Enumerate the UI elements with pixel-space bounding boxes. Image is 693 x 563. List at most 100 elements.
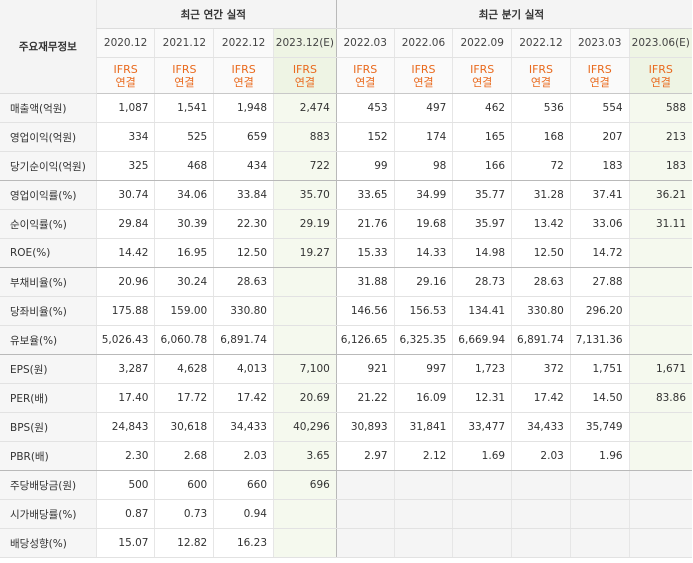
value-cell: 1,087 (95, 93, 155, 123)
value-cell: 146.56 (335, 296, 395, 326)
row-label: 당기순이익(억원) (0, 151, 97, 181)
basis-standard: IFRS (470, 62, 495, 76)
value-cell: 12.50 (511, 238, 571, 268)
value-cell: 28.73 (452, 267, 512, 297)
value-cell (393, 499, 453, 529)
row-label: 주당배당금(원) (0, 470, 97, 500)
table-row: 순이익률(%) 29.84 30.39 22.30 29.19 21.76 19.68 35.… (0, 209, 692, 239)
value-cell: 14.33 (393, 238, 453, 268)
value-cell: 27.88 (569, 267, 630, 297)
table-row: 당좌비율(%) 175.88 159.00 330.80 146.56 156.53 134… (0, 296, 692, 326)
value-cell: 21.76 (335, 209, 395, 239)
value-cell: 174 (393, 122, 453, 152)
value-cell: 1,751 (569, 354, 630, 384)
value-cell: 34.06 (154, 180, 214, 210)
value-cell: 165 (452, 122, 512, 152)
value-cell: 17.40 (95, 383, 155, 413)
value-cell (511, 470, 571, 500)
basis-header: IFRS 연결 (452, 57, 512, 94)
value-cell: 2,474 (273, 93, 337, 123)
value-cell (273, 528, 337, 558)
row-label: 매출액(억원) (0, 93, 97, 123)
row-label: ROE(%) (0, 238, 97, 268)
value-cell: 3,287 (95, 354, 155, 384)
period-header: 2022.12 (511, 28, 571, 58)
value-cell: 536 (511, 93, 571, 123)
row-label: 영업이익(억원) (0, 122, 97, 152)
value-cell (273, 325, 337, 355)
value-cell: 0.94 (213, 499, 274, 529)
period-header: 2023.12(E) (273, 28, 337, 58)
value-cell: 33.06 (569, 209, 630, 239)
period-header: 2023.03 (569, 28, 630, 58)
value-cell (452, 470, 512, 500)
value-cell: 6,325.35 (393, 325, 453, 355)
value-cell: 17.42 (213, 383, 274, 413)
basis-header: IFRS 연결 (335, 57, 395, 94)
basis-standard: IFRS (587, 62, 612, 76)
value-cell (335, 499, 395, 529)
value-cell (393, 528, 453, 558)
table-row: EPS(원) 3,287 4,628 4,013 7,100 921 997 1,723 372… (0, 354, 692, 384)
value-cell (452, 499, 512, 529)
row-label: PBR(배) (0, 441, 97, 471)
value-cell: 325 (95, 151, 155, 181)
value-cell: 2.68 (154, 441, 214, 471)
basis-consolidation: 연결 (174, 75, 195, 89)
value-cell: 2.03 (213, 441, 274, 471)
value-cell: 500 (95, 470, 155, 500)
value-cell: 33.84 (213, 180, 274, 210)
value-cell: 14.72 (569, 238, 630, 268)
basis-header: IFRS 연결 (511, 57, 571, 94)
row-label: 순이익률(%) (0, 209, 97, 239)
value-cell: 554 (569, 93, 630, 123)
annual-group-header: 최근 연간 실적 (95, 0, 337, 29)
basis-standard: IFRS (113, 62, 138, 76)
value-cell: 468 (154, 151, 214, 181)
value-cell: 660 (213, 470, 274, 500)
value-cell: 33,477 (452, 412, 512, 442)
value-cell (511, 528, 571, 558)
value-cell: 34.99 (393, 180, 453, 210)
basis-consolidation: 연결 (115, 75, 136, 89)
value-cell: 0.87 (95, 499, 155, 529)
basis-consolidation: 연결 (413, 75, 434, 89)
row-label: 당좌비율(%) (0, 296, 97, 326)
basis-header: IFRS 연결 (213, 57, 274, 94)
value-cell: 17.42 (511, 383, 571, 413)
value-cell: 35.77 (452, 180, 512, 210)
period-header: 2022.12 (213, 28, 274, 58)
value-cell: 29.16 (393, 267, 453, 297)
row-label: 배당성향(%) (0, 528, 97, 558)
table-row: 매출액(억원) 1,087 1,541 1,948 2,474 453 497 462 536 5… (0, 93, 692, 123)
value-cell: 4,628 (154, 354, 214, 384)
value-cell: 33.65 (335, 180, 395, 210)
value-cell: 1.69 (452, 441, 512, 471)
basis-header: IFRS 연결 (273, 57, 337, 94)
value-cell: 997 (393, 354, 453, 384)
value-cell (569, 528, 630, 558)
basis-standard: IFRS (648, 62, 673, 76)
value-cell (452, 528, 512, 558)
value-cell: 36.21 (628, 180, 692, 210)
value-cell: 330.80 (511, 296, 571, 326)
value-cell: 14.42 (95, 238, 155, 268)
table-row: 영업이익률(%) 30.74 34.06 33.84 35.70 33.65 34.99 35… (0, 180, 692, 210)
row-label: BPS(원) (0, 412, 97, 442)
value-cell: 12.50 (213, 238, 274, 268)
value-cell: 12.31 (452, 383, 512, 413)
value-cell: 14.98 (452, 238, 512, 268)
basis-header: IFRS 연결 (569, 57, 630, 94)
value-cell (628, 267, 692, 297)
table-row: 영업이익(억원) 334 525 659 883 152 174 165 168 207 213 (0, 122, 692, 152)
period-header: 2020.12 (95, 28, 155, 58)
value-cell (273, 267, 337, 297)
value-cell: 35.97 (452, 209, 512, 239)
value-cell: 6,891.74 (511, 325, 571, 355)
value-cell: 152 (335, 122, 395, 152)
value-cell: 0.73 (154, 499, 214, 529)
basis-header: IFRS 연결 (154, 57, 214, 94)
value-cell: 20.69 (273, 383, 337, 413)
value-cell: 168 (511, 122, 571, 152)
